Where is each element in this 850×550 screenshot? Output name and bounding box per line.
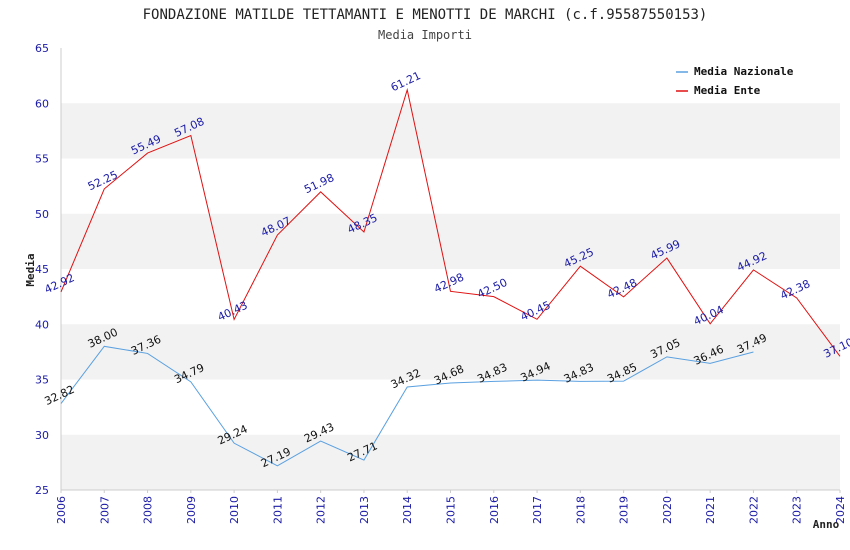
x-tick-label: 2014 [401,496,414,524]
legend-label-nazionale: Media Nazionale [694,65,794,78]
x-tick-label: 2011 [271,496,284,524]
y-axis-label: Media [24,253,37,286]
y-tick-label: 25 [35,484,49,497]
x-axis-label: Anno [813,518,840,531]
y-tick-label: 45 [35,263,49,276]
series-group [60,87,841,467]
data-label-ente: 40.43 [216,299,250,324]
x-tick-label: 2016 [488,496,501,524]
x-tick-label: 2020 [661,496,674,524]
x-tick-label: 2021 [704,496,717,524]
x-tick-label: 2017 [531,496,544,524]
chart-subtitle: Media Importi [378,28,472,42]
grid-band [61,213,840,269]
x-tick-label: 2007 [98,496,111,524]
legend-box [669,60,809,102]
legend-label-ente: Media Ente [694,84,761,97]
y-tick-label: 50 [35,208,49,221]
chart-title: FONDAZIONE MATILDE TETTAMANTI E MENOTTI … [143,7,708,23]
y-tick-label: 60 [35,97,49,110]
x-tick-label: 2013 [358,496,371,524]
x-tick-label: 2009 [185,496,198,524]
series-line-nazionale [60,345,754,467]
series-line-ente [60,87,841,357]
legend: Media Nazionale Media Ente [669,60,809,102]
x-tick-label: 2024 [834,496,847,524]
y-tick-label: 30 [35,429,49,442]
y-tick-label: 40 [35,318,49,331]
x-tick-label: 2012 [315,496,328,524]
x-tick-label: 2018 [574,496,587,524]
grid-band [61,434,840,490]
data-label-ente: 52.25 [86,168,120,193]
y-tick-label: 55 [35,153,49,166]
x-tick-label: 2015 [445,496,458,524]
data-label-ente: 42.48 [605,276,639,301]
x-tick-label: 2022 [747,496,760,524]
x-tick-label: 2010 [228,496,241,524]
x-tick-label: 2008 [142,496,155,524]
y-tick-label: 65 [35,42,49,55]
grid-bands [61,103,840,490]
data-label-ente: 42.98 [432,271,466,296]
data-label-ente: 42.38 [778,277,812,302]
y-tick-label: 35 [35,374,49,387]
grid-band [61,103,840,159]
data-label-nazionale: 32.82 [42,383,76,408]
data-label-ente: 42.50 [475,276,509,301]
data-label-ente: 61.21 [389,69,423,94]
data-label-ente: 51.98 [302,171,336,196]
y-axis-ticks: 25 30 35 40 45 50 55 60 65 [35,42,49,497]
data-label-ente: 40.45 [519,299,553,324]
x-tick-label: 2006 [55,496,68,524]
x-tick-label: 2019 [618,496,631,524]
grid-band [61,324,840,380]
x-tick-label: 2023 [791,496,804,524]
x-axis-ticks: 2006 2007 2008 2009 2010 2011 2012 2013 2014 2015… [55,490,847,524]
